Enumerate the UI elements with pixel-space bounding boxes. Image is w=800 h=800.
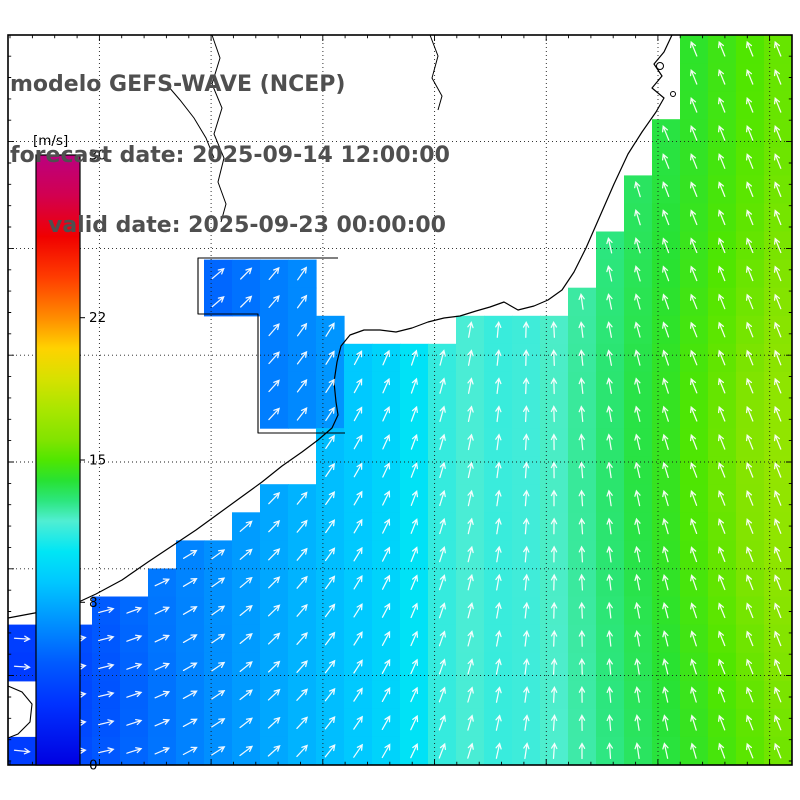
model-title: modelo GEFS-WAVE (NCEP) <box>10 72 346 97</box>
rivers <box>167 34 443 223</box>
island-land <box>7 685 33 739</box>
colorbar-gradient <box>35 154 81 766</box>
wind-speed-field <box>8 35 792 765</box>
valid-date-label: valid date: 2025-09-23 00:00:00 <box>48 213 446 238</box>
axis-ticks <box>8 35 792 765</box>
colorbar-tick-label: 22 <box>89 310 106 326</box>
colorbar-tick-label: 15 <box>89 453 106 469</box>
colorbar-unit-label: [m/s] <box>33 133 68 149</box>
map-border <box>7 34 793 766</box>
map-gridlines <box>8 35 792 765</box>
colorbar-tick-label: 30 <box>89 148 106 164</box>
colorbar: [m/s] 30 22 15 8 0 <box>33 133 106 774</box>
forecast-date-label: forecast date: 2025-09-14 12:00:00 <box>10 142 450 168</box>
coastline <box>7 34 676 619</box>
colorbar-tick-label: 0 <box>89 758 98 774</box>
wind-direction-arrows <box>13 40 782 760</box>
colorbar-tick-label: 8 <box>89 595 98 611</box>
figure-header: modelo GEFS-WAVE (NCEP) forecast date: 2… <box>10 26 450 285</box>
